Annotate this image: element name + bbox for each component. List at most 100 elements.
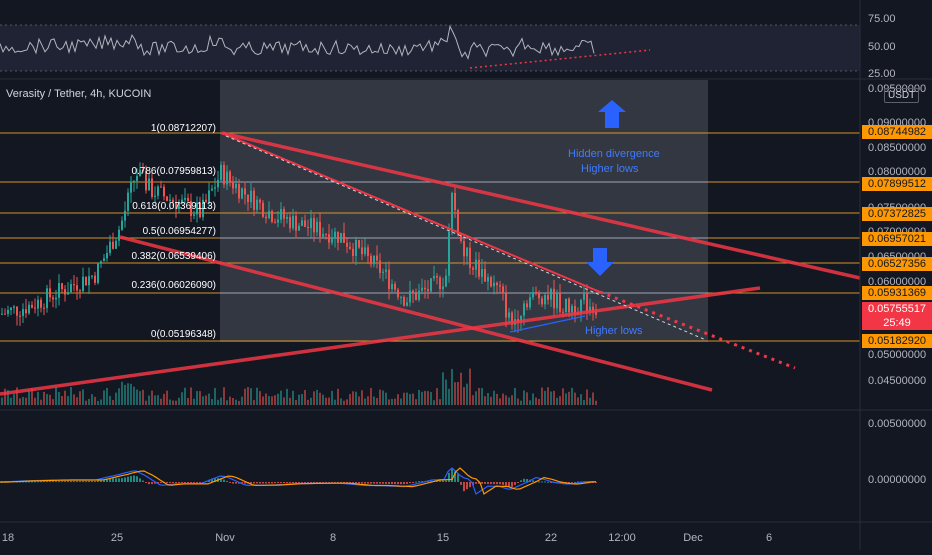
volume-bar — [538, 399, 540, 405]
candle-body — [466, 247, 468, 257]
volume-bar — [157, 395, 159, 405]
candle-body — [325, 234, 327, 236]
volume-bar — [346, 399, 348, 405]
macd-histogram-bar — [490, 482, 492, 485]
macd-histogram-bar — [487, 482, 489, 485]
volume-bar — [25, 397, 27, 405]
volume-bar — [58, 392, 60, 405]
volume-bar — [556, 397, 558, 405]
macd-histogram-bar — [421, 481, 423, 483]
macd-histogram-bar — [142, 480, 144, 482]
macd-histogram-bar — [190, 482, 192, 483]
macd-histogram-bar — [460, 482, 462, 485]
candle-body — [568, 298, 570, 313]
candle-body — [361, 247, 363, 255]
candle-body — [418, 290, 420, 300]
volume-bar — [190, 387, 192, 405]
volume-bar — [454, 382, 456, 405]
macd-histogram-bar — [376, 482, 378, 484]
rsi-divergence-line — [469, 49, 651, 69]
candle-body — [460, 234, 462, 241]
candle-body — [334, 231, 336, 239]
candle-body — [256, 199, 258, 210]
volume-bar — [499, 398, 501, 405]
macd-histogram-bar — [133, 475, 135, 482]
macd-histogram-bar — [271, 482, 273, 484]
macd-histogram-bar — [361, 482, 363, 484]
volume-bar — [202, 396, 204, 405]
candle-body — [463, 240, 465, 257]
volume-bar — [589, 397, 591, 405]
volume-bar — [358, 396, 360, 405]
volume-bar — [577, 397, 579, 405]
rsi-line — [0, 24, 595, 60]
macd-histogram-bar — [229, 482, 231, 483]
candle-body — [304, 220, 306, 227]
volume-bar — [79, 391, 81, 405]
macd-histogram-bar — [502, 482, 504, 485]
volume-bar — [445, 379, 447, 405]
volume-bar — [19, 398, 21, 405]
volume-bar — [343, 400, 345, 405]
macd-histogram-bar — [415, 481, 417, 483]
volume-bar — [199, 391, 201, 405]
volume-bar — [250, 388, 252, 405]
macd-histogram-bar — [316, 482, 318, 483]
macd-histogram-bar — [409, 482, 411, 484]
volume-bar — [181, 392, 183, 405]
candle-body — [229, 171, 231, 182]
volume-bar — [76, 397, 78, 405]
volume-bar — [550, 391, 552, 405]
candle-body — [130, 181, 132, 193]
macd-histogram-bar — [172, 482, 174, 483]
macd-histogram-bar — [469, 482, 471, 488]
candle-body — [406, 302, 408, 306]
macd-histogram-bar — [355, 482, 357, 484]
volume-bar — [271, 396, 273, 405]
volume-bar — [310, 397, 312, 405]
candle-body — [475, 259, 477, 270]
volume-bars — [1, 368, 597, 405]
macd-histogram-bar — [568, 482, 570, 483]
macd-histogram-bar — [241, 482, 243, 484]
volume-bar — [283, 397, 285, 405]
macd-histogram-bar — [592, 482, 594, 483]
macd-histogram-bar — [253, 482, 255, 484]
volume-bar — [427, 391, 429, 405]
candle-body — [412, 290, 414, 294]
candle-body — [439, 277, 441, 290]
candle-body — [193, 214, 195, 216]
volume-bar — [415, 399, 417, 405]
candle-body — [316, 221, 318, 233]
volume-bar — [4, 388, 6, 405]
macd-histogram-bar — [301, 482, 303, 483]
volume-bar — [265, 393, 267, 405]
macd-histogram-bar — [397, 482, 399, 485]
macd-histogram-bar — [157, 482, 159, 484]
macd-histogram-bar — [442, 480, 444, 482]
macd-histogram-bar — [148, 482, 150, 485]
candle-body — [235, 184, 237, 189]
macd-histogram-bar — [226, 480, 228, 482]
candle-body — [349, 246, 351, 249]
volume-bar — [100, 399, 102, 405]
macd-tick: 0.00000000 — [868, 474, 927, 486]
candle-body — [400, 296, 402, 298]
volume-bar — [118, 388, 120, 405]
rsi-tick: 75.00 — [868, 13, 896, 25]
candle-body — [586, 293, 588, 311]
fib-label-0236: 0.236(0.06026090) — [131, 280, 216, 291]
candle-body — [442, 286, 444, 290]
price-tick: 0.05000000 — [868, 349, 927, 361]
macd-histogram-bar — [28, 481, 30, 483]
macd-panel — [0, 467, 597, 495]
volume-bar — [478, 387, 480, 405]
macd-histogram-bar — [88, 481, 90, 483]
candle-body — [313, 218, 315, 233]
volume-bar — [139, 391, 141, 405]
candle-body — [298, 225, 300, 231]
candle-body — [484, 269, 486, 282]
currency-badge[interactable]: USDT — [884, 88, 920, 103]
fib-price-badge: 0.05931369 — [862, 286, 932, 300]
